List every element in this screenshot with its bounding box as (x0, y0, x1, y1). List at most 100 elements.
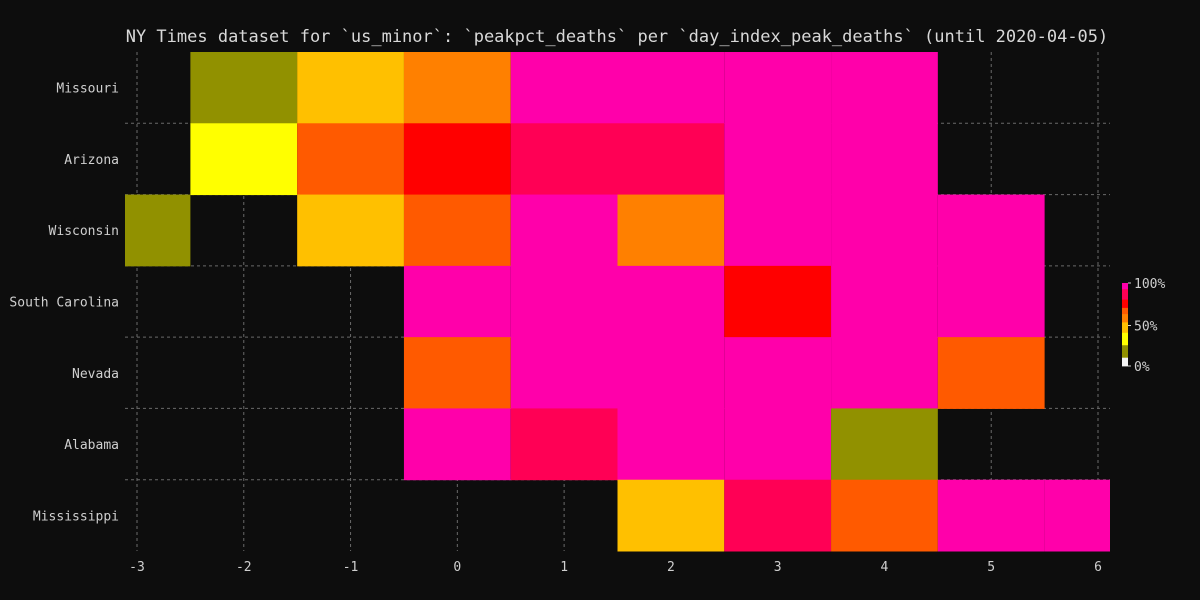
colorbar-segment (1122, 295, 1128, 298)
colorbar-segment (1122, 359, 1128, 363)
colorbar-tick-label: 100% (1134, 277, 1165, 292)
colorbar-segment (1122, 307, 1128, 311)
colorbar-tick-label: 0% (1134, 360, 1150, 375)
colorbar-segment (1122, 363, 1128, 367)
heatmap-cell (831, 479, 938, 552)
heatmap-cell (617, 52, 725, 124)
heatmap-cell (831, 408, 938, 481)
x-tick-label: -3 (129, 560, 145, 575)
colorbar-segment (1122, 355, 1128, 359)
colorbar-segment (1122, 283, 1128, 286)
colorbar-segment (1122, 322, 1128, 325)
colorbar-segment (1122, 332, 1128, 336)
y-tick-label: Mississippi (33, 509, 119, 524)
heatmap-cell (617, 408, 725, 481)
x-tick-label: 2 (667, 560, 675, 575)
colorbar-segment (1122, 316, 1128, 319)
heatmap-cell (510, 265, 618, 338)
heatmap-cell (403, 408, 511, 481)
heatmap-cell (297, 52, 404, 124)
colorbar-segment (1122, 357, 1128, 361)
colorbar-segment (1122, 320, 1128, 323)
colorbar-segment (1122, 299, 1128, 303)
colorbar-segment (1122, 339, 1128, 342)
y-tick-label: Alabama (64, 438, 119, 453)
heatmap-cell (724, 337, 832, 409)
colorbar-segment (1122, 330, 1128, 334)
heatmap-cell (403, 337, 511, 409)
colorbar-segment (1122, 285, 1128, 288)
heatmap-cell (617, 123, 725, 196)
heatmap-cell (617, 194, 725, 267)
colorbar-segment (1122, 297, 1128, 300)
x-tick-label: -2 (236, 560, 252, 575)
heatmap-cell (724, 265, 832, 338)
colorbar: 100% 50% 0% (1122, 277, 1165, 375)
heatmap-cell (190, 52, 298, 124)
heatmap-cell (937, 479, 1045, 552)
colorbar-tick-label: 50% (1134, 320, 1158, 335)
x-tick-label: 4 (881, 560, 889, 575)
heatmap-cell (937, 337, 1045, 409)
colorbar-segment (1122, 349, 1128, 352)
chart-title: NY Times dataset for `us_minor`: `peakpc… (126, 27, 1109, 47)
colorbar-segment (1122, 341, 1128, 344)
x-tick-label: 0 (453, 560, 461, 575)
heatmap-cell (510, 194, 618, 267)
heatmap-cell (831, 52, 938, 124)
colorbar-segment (1122, 328, 1128, 332)
x-axis-tick-labels: -3 -2 -1 0 1 2 3 4 5 6 (129, 560, 1102, 575)
heatmap-cell (617, 337, 725, 409)
heatmap-cell (403, 265, 511, 338)
heatmap-cells (125, 52, 1110, 552)
heatmap-cell (937, 265, 1045, 338)
heatmap-cell (724, 123, 832, 196)
heatmap-cell (510, 123, 618, 196)
x-tick-label: 6 (1094, 560, 1102, 575)
heatmap-cell (510, 52, 618, 124)
colorbar-segment (1122, 351, 1128, 354)
colorbar-segment (1122, 334, 1128, 338)
y-tick-label: South Carolina (9, 296, 119, 311)
colorbar-segment (1122, 303, 1128, 307)
colorbar-segment (1122, 287, 1128, 290)
colorbar-segment (1122, 314, 1128, 317)
colorbar-segment (1122, 345, 1128, 348)
heatmap-cell (297, 194, 404, 267)
x-tick-label: 5 (987, 560, 995, 575)
y-tick-label: Missouri (56, 82, 119, 97)
x-tick-label: -1 (343, 560, 359, 575)
colorbar-segment (1122, 326, 1128, 330)
colorbar-segment (1122, 347, 1128, 350)
heatmap-cell (724, 479, 832, 552)
colorbar-segment (1122, 324, 1128, 327)
heatmap-cell (297, 123, 404, 196)
colorbar-segment (1122, 309, 1128, 313)
heatmap-cell (403, 123, 511, 196)
x-tick-label: 1 (560, 560, 568, 575)
heatmap-cell (724, 52, 832, 124)
colorbar-segment (1122, 291, 1128, 294)
colorbar-segment (1122, 289, 1128, 292)
y-tick-label: Wisconsin (49, 224, 119, 239)
colorbar-segment (1122, 312, 1128, 315)
colorbar-segment (1122, 353, 1128, 357)
heatmap-cell (125, 194, 191, 267)
heatmap-cell (510, 408, 618, 481)
heatmap-cell (724, 194, 832, 267)
colorbar-segment (1122, 305, 1128, 309)
heatmap-cell (403, 52, 511, 124)
x-tick-label: 3 (774, 560, 782, 575)
heatmap-cell (617, 479, 725, 552)
heatmap-cell (1044, 479, 1110, 552)
colorbar-segment (1122, 301, 1128, 305)
colorbar-segment (1122, 343, 1128, 346)
colorbar-segment (1122, 336, 1128, 340)
y-axis-tick-labels: Missouri Arizona Wisconsin South Carolina Ne… (9, 82, 119, 525)
y-tick-label: Arizona (64, 153, 119, 168)
heatmap-cell (617, 265, 725, 338)
heatmap-cell (937, 194, 1045, 267)
heatmap-cell (831, 265, 938, 338)
heatmap-cell (831, 194, 938, 267)
